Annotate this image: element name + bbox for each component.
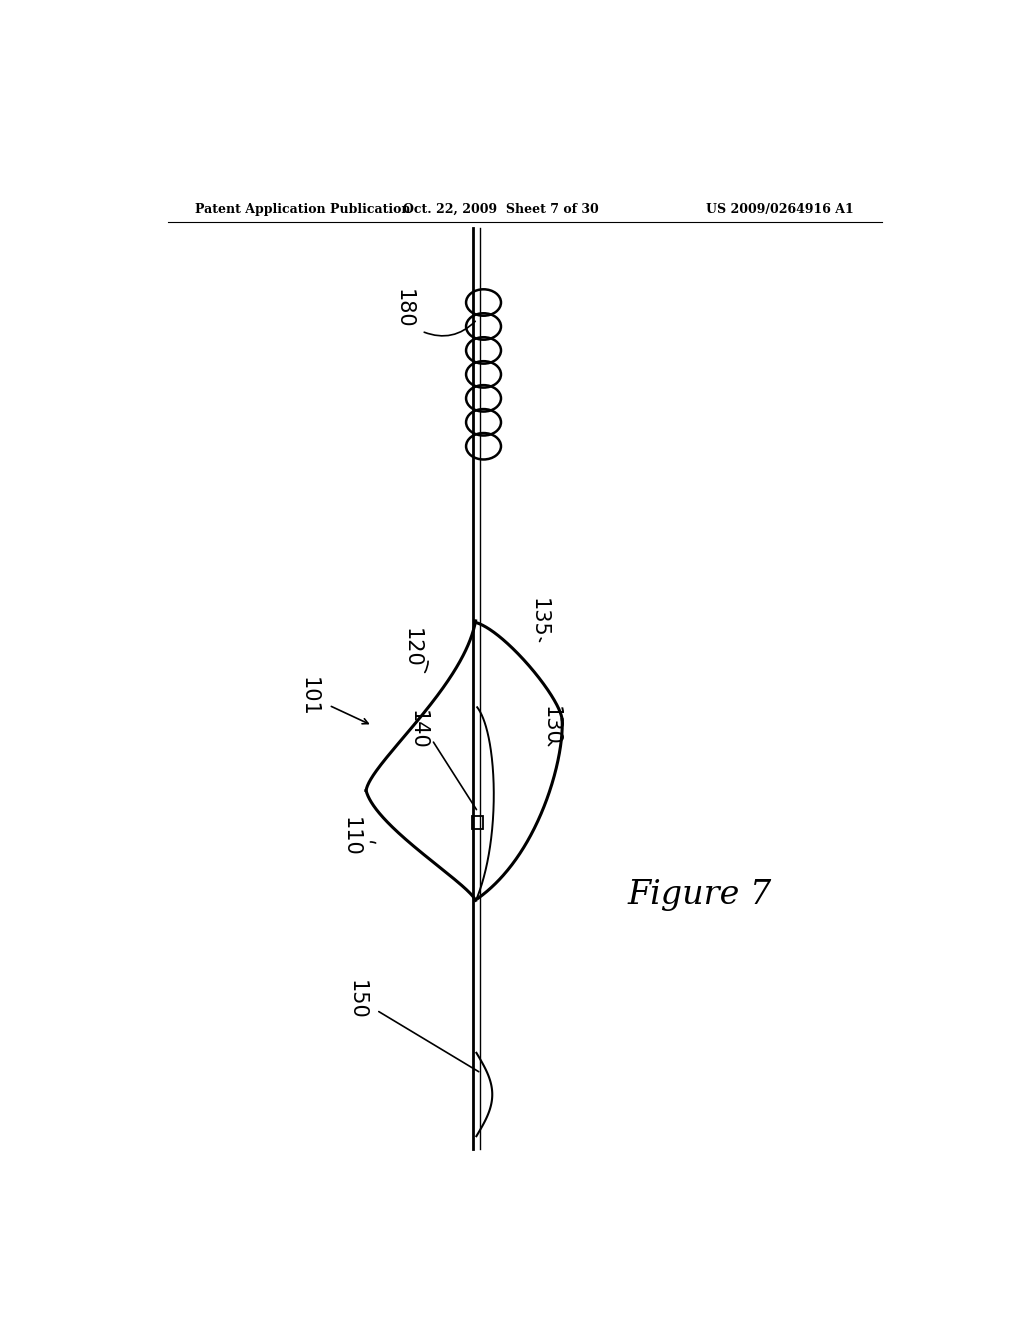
Text: 150: 150 bbox=[346, 981, 367, 1020]
Text: Patent Application Publication: Patent Application Publication bbox=[196, 203, 411, 215]
Text: Oct. 22, 2009  Sheet 7 of 30: Oct. 22, 2009 Sheet 7 of 30 bbox=[403, 203, 599, 215]
Text: Figure 7: Figure 7 bbox=[628, 879, 771, 911]
Text: 140: 140 bbox=[408, 710, 428, 750]
Text: 130: 130 bbox=[541, 706, 560, 746]
Text: 180: 180 bbox=[394, 289, 414, 329]
Text: 135: 135 bbox=[529, 598, 549, 638]
Text: US 2009/0264916 A1: US 2009/0264916 A1 bbox=[707, 203, 854, 215]
Bar bbox=[472, 816, 482, 829]
Text: 101: 101 bbox=[299, 677, 318, 717]
Text: 120: 120 bbox=[402, 628, 422, 668]
Text: 110: 110 bbox=[340, 817, 360, 857]
